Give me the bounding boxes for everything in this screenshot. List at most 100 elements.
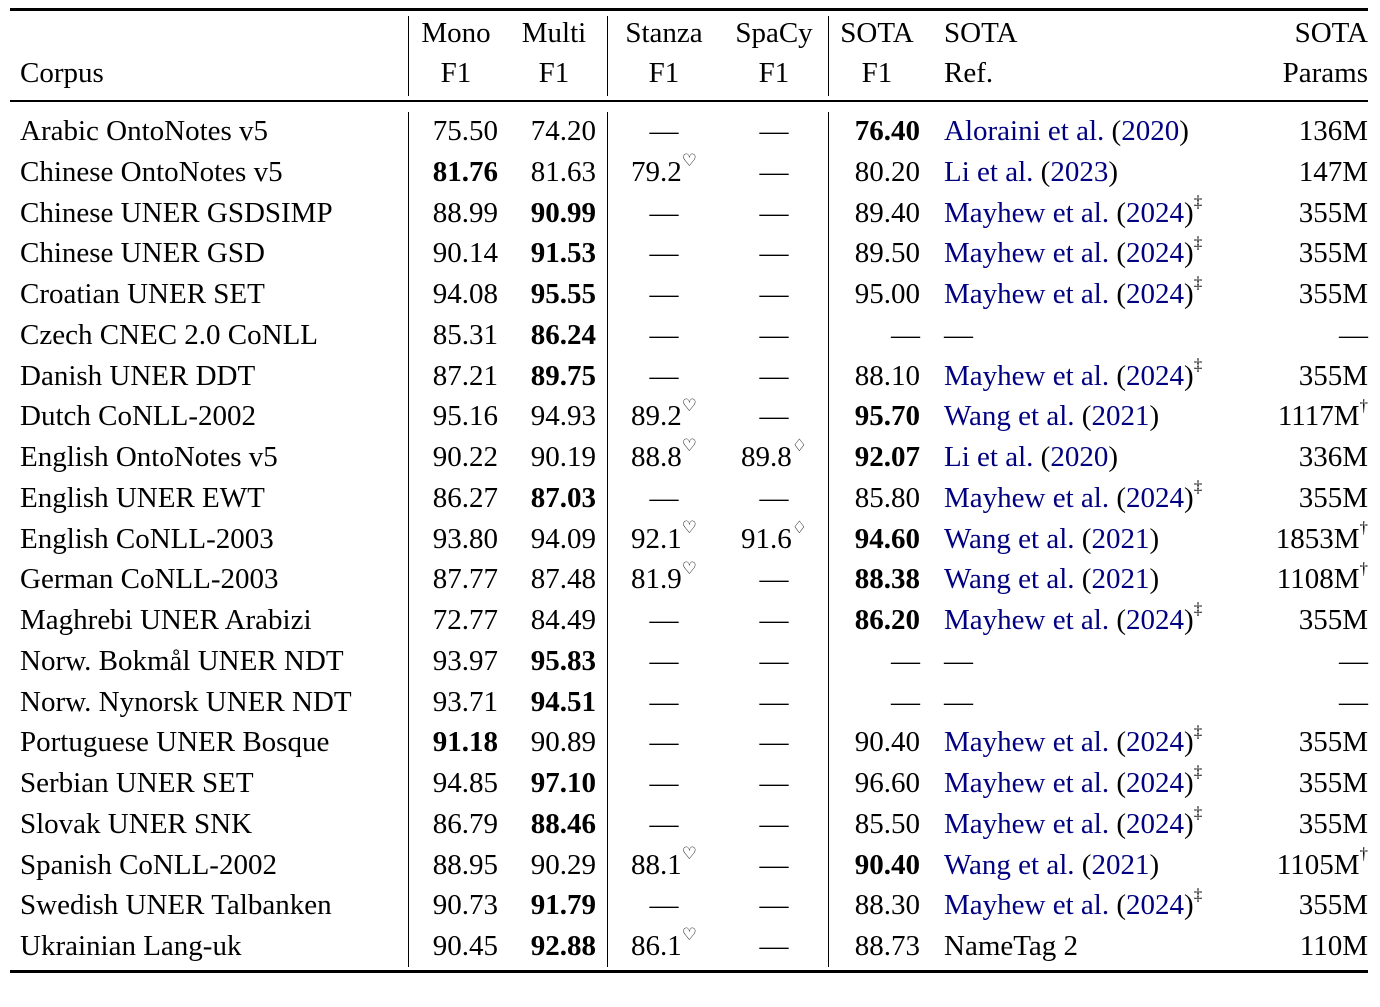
sota-params: 355M xyxy=(1298,807,1368,840)
corpus-name: Portuguese UNER Bosque xyxy=(20,726,330,759)
stanza-f1: — xyxy=(649,237,679,270)
sota-reference[interactable]: Aloraini et al. (2020) xyxy=(944,115,1189,147)
sota-reference[interactable]: Wang et al. (2021) xyxy=(944,522,1160,555)
column-header: Ref. xyxy=(944,57,994,89)
spacy-f1: — xyxy=(759,278,789,310)
sota-reference[interactable]: Mayhew et al. (2024)‡ xyxy=(944,354,1203,392)
sota-reference: — xyxy=(944,644,973,677)
sota-reference[interactable]: Mayhew et al. (2024)‡ xyxy=(944,232,1203,270)
corpus-name: Chinese UNER GSD xyxy=(20,237,265,270)
sota-reference[interactable]: Mayhew et al. (2024)‡ xyxy=(944,721,1203,759)
column-header: Mono xyxy=(421,17,491,49)
stanza-f1: 79.2♡ xyxy=(631,151,697,188)
column-divider xyxy=(408,16,409,96)
sota-reference[interactable]: Mayhew et al. (2024)‡ xyxy=(944,477,1203,514)
sota-reference[interactable]: Wang et al. (2021) xyxy=(944,848,1160,881)
multi-f1: 90.99 xyxy=(530,196,596,229)
mono-f1: 85.31 xyxy=(432,318,498,351)
column-divider xyxy=(408,112,409,967)
mono-f1: 90.14 xyxy=(432,237,498,270)
sota-reference[interactable]: Wang et al. (2021) xyxy=(944,563,1160,596)
multi-f1: 94.51 xyxy=(530,685,596,718)
spacy-f1: — xyxy=(759,848,789,881)
sota-params: 355M xyxy=(1298,359,1368,392)
multi-f1: 97.10 xyxy=(530,767,596,799)
multi-f1: 91.53 xyxy=(530,237,596,270)
stanza-f1: — xyxy=(649,807,679,840)
multi-f1: 74.20 xyxy=(530,115,596,147)
stanza-f1: — xyxy=(649,196,679,229)
mono-f1: 93.97 xyxy=(432,644,498,677)
mono-f1: 87.77 xyxy=(432,563,498,596)
corpus-name: Spanish CoNLL-2002 xyxy=(20,848,277,881)
sota-params: 1853M† xyxy=(1275,517,1368,555)
multi-f1: 91.79 xyxy=(530,889,596,922)
stanza-f1: — xyxy=(649,644,679,677)
column-header: F1 xyxy=(538,57,570,89)
spacy-f1: 89.8♢ xyxy=(741,436,807,473)
sota-reference[interactable]: Mayhew et al. (2024)‡ xyxy=(944,599,1203,636)
spacy-f1: — xyxy=(759,155,789,188)
sota-params: 355M xyxy=(1298,481,1368,514)
stanza-f1: — xyxy=(649,685,679,718)
sota-params: 147M xyxy=(1298,155,1368,188)
sota-params: 110M xyxy=(1299,930,1368,962)
sota-f1: 95.70 xyxy=(854,400,920,433)
bottom-rule xyxy=(10,970,1368,973)
corpus-name: Czech CNEC 2.0 CoNLL xyxy=(20,318,319,351)
mono-f1: 95.16 xyxy=(432,400,498,433)
corpus-name: Chinese UNER GSDSIMP xyxy=(20,196,333,229)
sota-reference[interactable]: Li et al. (2023) xyxy=(944,155,1118,188)
spacy-f1: — xyxy=(759,115,789,147)
sota-f1: 92.07 xyxy=(854,441,920,473)
sota-f1: 89.50 xyxy=(854,237,920,270)
column-header: F1 xyxy=(440,57,472,89)
mono-f1: 88.99 xyxy=(432,196,498,229)
multi-f1: 95.83 xyxy=(530,644,596,677)
sota-reference[interactable]: Mayhew et al. (2024)‡ xyxy=(944,273,1203,310)
spacy-f1: — xyxy=(759,767,789,799)
column-header: Params xyxy=(1282,57,1368,89)
corpus-name: Norw. Nynorsk UNER NDT xyxy=(20,685,352,718)
spacy-f1: 91.6♢ xyxy=(741,517,807,555)
stanza-f1: 88.1♡ xyxy=(631,843,697,881)
sota-reference[interactable]: Wang et al. (2021) xyxy=(944,400,1160,433)
corpus-name: Danish UNER DDT xyxy=(20,359,256,392)
mono-f1: 87.21 xyxy=(432,359,498,392)
sota-params: 355M xyxy=(1298,196,1368,229)
sota-f1: 85.80 xyxy=(854,481,920,514)
sota-reference[interactable]: Mayhew et al. (2024)‡ xyxy=(944,803,1203,840)
corpus-name: English OntoNotes v5 xyxy=(20,441,278,473)
mono-f1: 93.80 xyxy=(432,522,498,555)
sota-params: 355M xyxy=(1298,278,1368,310)
spacy-f1: — xyxy=(759,930,789,962)
corpus-name: Ukrainian Lang-uk xyxy=(20,930,242,962)
mono-f1: 88.95 xyxy=(432,848,498,881)
spacy-f1: — xyxy=(759,318,789,351)
stanza-f1: — xyxy=(649,115,679,147)
mono-f1: 93.71 xyxy=(432,685,498,718)
column-header: SOTA xyxy=(944,17,1018,49)
corpus-name: English UNER EWT xyxy=(20,481,265,514)
sota-f1: 96.60 xyxy=(854,767,920,799)
sota-reference[interactable]: Li et al. (2020) xyxy=(944,441,1118,473)
corpus-name: Slovak UNER SNK xyxy=(20,807,253,840)
sota-f1: 88.30 xyxy=(854,889,920,922)
sota-f1: — xyxy=(891,685,920,718)
stanza-f1: — xyxy=(649,318,679,351)
sota-reference[interactable]: Mayhew et al. (2024)‡ xyxy=(944,191,1203,229)
sota-params: 355M xyxy=(1298,726,1368,759)
column-divider xyxy=(607,112,608,967)
spacy-f1: — xyxy=(759,807,789,840)
sota-reference[interactable]: Mayhew et al. (2024)‡ xyxy=(944,762,1203,799)
spacy-f1: — xyxy=(759,889,789,922)
sota-params: 355M xyxy=(1298,767,1368,799)
column-divider xyxy=(828,112,829,967)
mono-f1: 90.73 xyxy=(432,889,498,922)
corpus-name: Maghrebi UNER Arabizi xyxy=(20,604,312,636)
sota-f1: 80.20 xyxy=(854,155,920,188)
corpus-name: Arabic OntoNotes v5 xyxy=(20,115,269,147)
stanza-f1: 88.8♡ xyxy=(631,436,697,473)
sota-reference[interactable]: Mayhew et al. (2024)‡ xyxy=(944,884,1203,922)
sota-f1: 94.60 xyxy=(854,522,920,555)
